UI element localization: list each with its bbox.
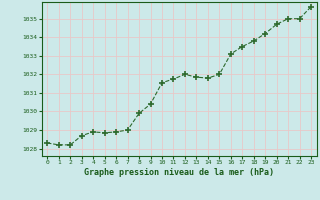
X-axis label: Graphe pression niveau de la mer (hPa): Graphe pression niveau de la mer (hPa) xyxy=(84,168,274,177)
